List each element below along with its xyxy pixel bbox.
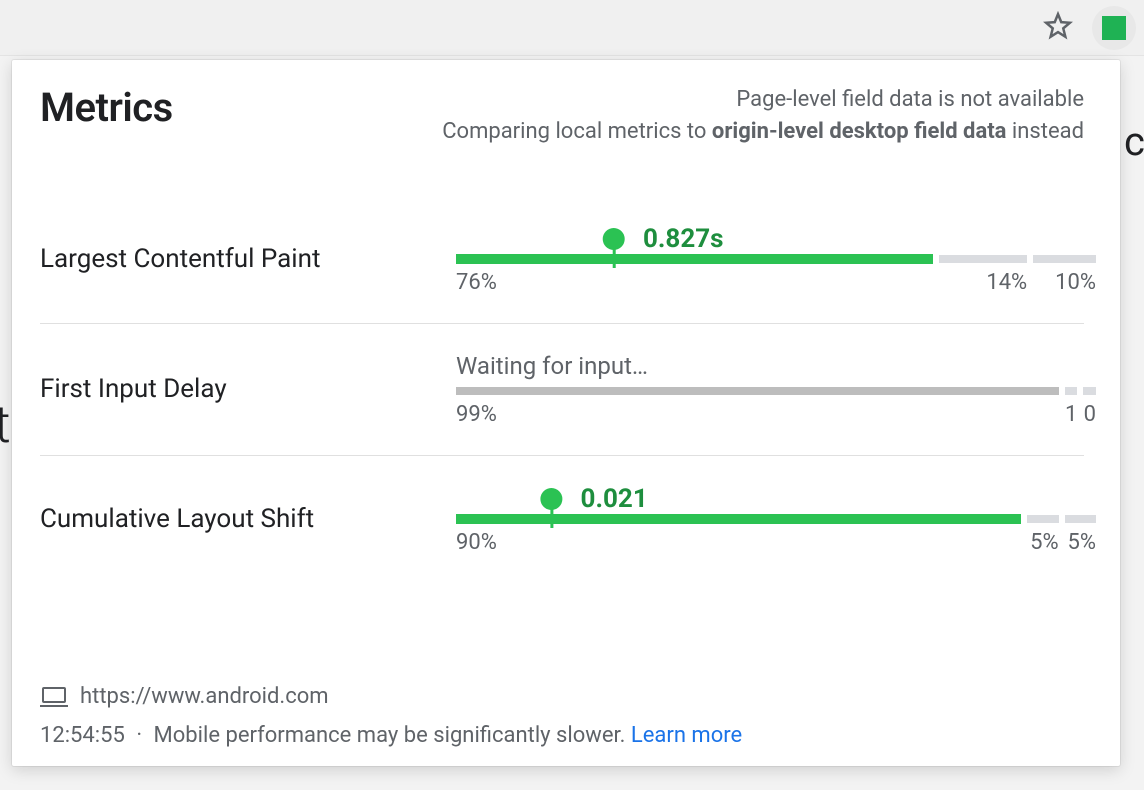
metric-label: Largest Contentful Paint [40,244,448,274]
metric-value: 0.021 [581,484,648,514]
panel-footer: https://www.android.com 12:54:55 · Mobil… [40,684,1084,748]
browser-toolbar [0,0,1144,56]
star-icon [1043,11,1073,45]
bar-segment [939,255,1027,263]
panel-header: Metrics Page-level field data is not ava… [40,84,1084,148]
bar-segment [1033,255,1096,263]
page-root: c t Metrics Page-level field data is not… [0,0,1144,790]
metric-lcp: Largest Contentful Paint 0.827s 76%14%10% [40,196,1084,324]
distribution-labels: 90%5%5% [456,530,1084,555]
bar-segment [456,387,1059,395]
segment-label: 0 [1083,402,1096,427]
footer-separator: · [136,723,142,748]
footer-url: https://www.android.com [80,684,329,709]
marker-row: 0.021 [456,484,1084,512]
web-vitals-panel: Metrics Page-level field data is not ava… [12,60,1120,766]
marker-row: 0.827s [456,224,1084,252]
metric-body: Waiting for input… 99%10 [456,352,1084,427]
subtitle-suffix: instead [1006,119,1084,144]
bar-segment [456,254,933,264]
distribution-bar [456,386,1084,396]
panel-title: Metrics [40,84,173,131]
segment-label: 99% [456,402,1059,427]
value-marker: 0.827s [603,224,724,254]
segment-label: 5% [1027,530,1058,555]
segment-label: 76% [456,270,933,295]
metric-body: 0.021 90%5%5% [456,484,1084,555]
distribution-labels: 76%14%10% [456,270,1084,295]
footer-url-line: https://www.android.com [40,684,1084,709]
footer-timestamp: 12:54:55 [40,723,125,748]
segment-label: 10% [1033,270,1096,295]
bar-segment [456,514,1021,524]
waiting-text: Waiting for input… [456,352,1084,380]
bookmark-star-button[interactable] [1036,6,1080,50]
metric-value: 0.827s [643,224,724,254]
segment-label: 1 [1065,402,1078,427]
web-vitals-icon [1102,16,1126,40]
bar-segment [1065,515,1096,523]
extension-badge-button[interactable] [1092,6,1136,50]
panel-subtitle: Page-level field data is not available C… [442,84,1084,148]
distribution-bar [456,254,1084,264]
bar-segment [1027,515,1058,523]
bar-segment [1065,387,1078,395]
subtitle-line1: Page-level field data is not available [442,84,1084,116]
desktop-icon [40,686,68,708]
value-marker: 0.021 [541,484,648,514]
bar-segment [1083,387,1096,395]
distribution-labels: 99%10 [456,402,1084,427]
subtitle-prefix: Comparing local metrics to [442,119,712,144]
learn-more-link[interactable]: Learn more [631,723,742,748]
segment-label: 90% [456,530,1021,555]
segment-label: 14% [939,270,1027,295]
metric-cls: Cumulative Layout Shift 0.021 90%5%5% [40,456,1084,583]
footer-note-line: 12:54:55 · Mobile performance may be sig… [40,723,1084,748]
metric-label: Cumulative Layout Shift [40,504,448,534]
metric-fid: First Input Delay Waiting for input… 99%10 [40,324,1084,456]
segment-label: 5% [1065,530,1096,555]
metric-label: First Input Delay [40,374,448,404]
distribution-bar [456,514,1084,524]
subtitle-bold: origin-level desktop field data [712,119,1007,144]
metric-body: 0.827s 76%14%10% [456,224,1084,295]
footer-note: Mobile performance may be significantly … [154,723,626,748]
subtitle-line2: Comparing local metrics to origin-level … [442,116,1084,148]
metrics-list: Largest Contentful Paint 0.827s 76%14%10% F… [40,196,1084,583]
background-peek-right: c [1124,118,1144,164]
